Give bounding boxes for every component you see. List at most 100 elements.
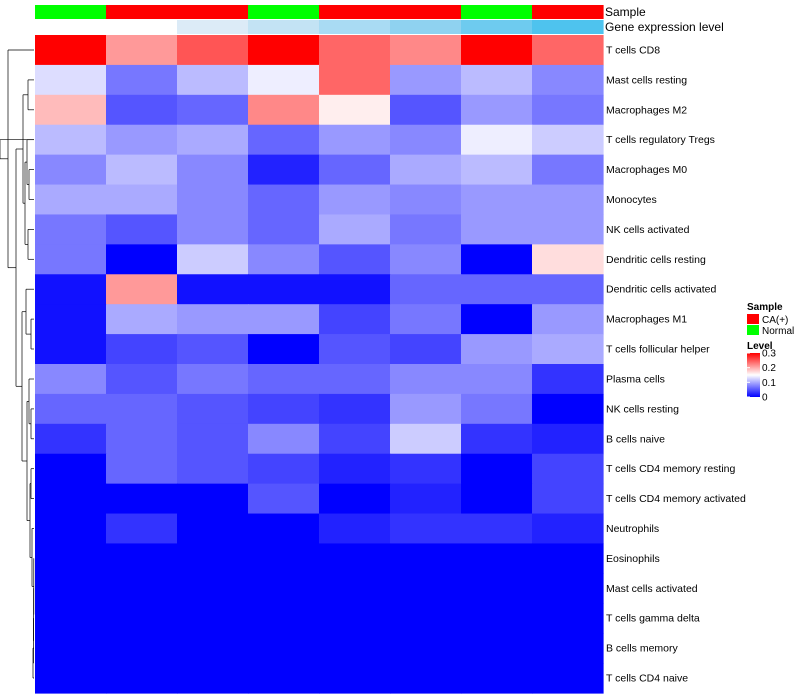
heatmap-cell <box>177 94 249 126</box>
heatmap-cell <box>35 453 107 485</box>
heatmap-cell <box>177 483 249 515</box>
heatmap-cell <box>461 154 533 186</box>
heatmap-cell <box>177 453 249 485</box>
heatmap-cell <box>106 423 178 455</box>
legend-sample-title: Sample <box>747 302 783 313</box>
heatmap-cell <box>35 603 107 634</box>
heatmap-cell <box>248 184 320 216</box>
heatmap-cell <box>532 304 604 335</box>
heatmap-cell <box>319 543 391 574</box>
heatmap-cell <box>390 453 462 485</box>
gene-annotation-cell <box>106 20 178 34</box>
heatmap-cell <box>248 64 320 96</box>
heatmap-cell <box>319 124 391 156</box>
legend-sample-swatch <box>747 325 759 335</box>
row-label: NK cells resting <box>606 403 679 415</box>
heatmap-cell <box>106 633 178 664</box>
legend-sample-swatch <box>747 314 759 324</box>
heatmap-cell <box>177 423 249 455</box>
gene-annotation-cell <box>461 20 533 34</box>
heatmap-cell <box>461 663 533 694</box>
heatmap-cell <box>532 64 604 96</box>
heatmap-cell <box>106 304 178 335</box>
heatmap-cell <box>461 64 533 96</box>
row-label: T cells CD4 memory resting <box>606 463 735 475</box>
heatmap-cell <box>106 274 178 305</box>
heatmap-cell <box>106 244 178 275</box>
heatmap-cell <box>532 94 604 126</box>
sample-track-label: Sample <box>605 5 646 19</box>
heatmap-cell <box>248 274 320 305</box>
heatmap-cell <box>248 334 320 365</box>
heatmap-cell <box>390 513 462 545</box>
heatmap-cell <box>106 483 178 515</box>
legend-sample-label: CA(+) <box>762 315 788 326</box>
heatmap-cell <box>532 573 604 604</box>
heatmap-cell <box>319 244 391 275</box>
heatmap-cell <box>390 64 462 96</box>
heatmap-cell <box>106 124 178 156</box>
heatmap-cell <box>461 124 533 156</box>
heatmap-cell <box>390 214 462 245</box>
row-label: T cells follicular helper <box>606 344 710 356</box>
heatmap-cell <box>319 603 391 634</box>
heatmap-cell <box>532 423 604 455</box>
heatmap-cell <box>177 334 249 365</box>
heatmap-cell <box>106 543 178 574</box>
heatmap-cell <box>35 633 107 664</box>
heatmap-cell <box>532 453 604 485</box>
row-label: B cells naive <box>606 433 665 445</box>
heatmap-cell <box>532 513 604 545</box>
heatmap-cell <box>461 244 533 275</box>
row-label: B cells memory <box>606 643 679 655</box>
heatmap-cell <box>461 513 533 545</box>
legend-sample-entries: CA(+)Normal <box>747 314 794 337</box>
heatmap-cell <box>319 35 391 66</box>
heatmap-cell <box>319 304 391 335</box>
row-labels: T cells CD8 Mast cells resting Macrophages… <box>606 44 746 684</box>
heatmap-cell <box>390 94 462 126</box>
heatmap-cell <box>532 663 604 694</box>
heatmap-cell <box>106 334 178 365</box>
heatmap-cell <box>532 393 604 425</box>
heatmap-cell <box>319 393 391 425</box>
heatmap-cell <box>177 124 249 156</box>
heatmap-cell <box>177 214 249 245</box>
legend-level-tick-label: 0.1 <box>762 378 776 389</box>
heatmap-cell <box>319 214 391 245</box>
heatmap-cell <box>177 603 249 634</box>
heatmap-cell <box>177 35 249 66</box>
heatmap-cell <box>106 393 178 425</box>
gene-annotation-cell <box>319 20 391 34</box>
heatmap-cell <box>390 35 462 66</box>
gene-annotation-cell <box>390 20 462 34</box>
heatmap-cell <box>390 573 462 604</box>
heatmap-cell <box>461 94 533 126</box>
heatmap-cell <box>106 573 178 604</box>
heatmap-cell <box>177 154 249 186</box>
heatmap-cell <box>248 663 320 694</box>
heatmap-cell <box>35 214 107 245</box>
heatmap-cell <box>177 633 249 664</box>
heatmap-cell <box>248 573 320 604</box>
row-label: NK cells activated <box>606 224 690 236</box>
heatmap-cell <box>390 364 462 395</box>
heatmap-cell <box>248 483 320 515</box>
heatmap-cell <box>248 304 320 335</box>
row-label: T cells gamma delta <box>606 613 700 625</box>
gene-annotation-cell <box>35 20 107 34</box>
heatmap-cell <box>532 274 604 305</box>
heatmap-cell <box>35 35 107 66</box>
heatmap-cell <box>461 543 533 574</box>
legend-level-ticks: 0.3 0.2 0.1 0 <box>747 349 776 404</box>
row-label: Macrophages M2 <box>606 104 687 116</box>
heatmap-cell <box>35 393 107 425</box>
heatmap-cell <box>106 35 178 66</box>
heatmap-cell <box>106 364 178 395</box>
row-label: T cells CD4 memory activated <box>606 493 746 505</box>
heatmap-cell <box>319 513 391 545</box>
heatmap-cell <box>248 214 320 245</box>
row-label: Macrophages M1 <box>606 314 687 326</box>
heatmap-cell <box>532 184 604 216</box>
